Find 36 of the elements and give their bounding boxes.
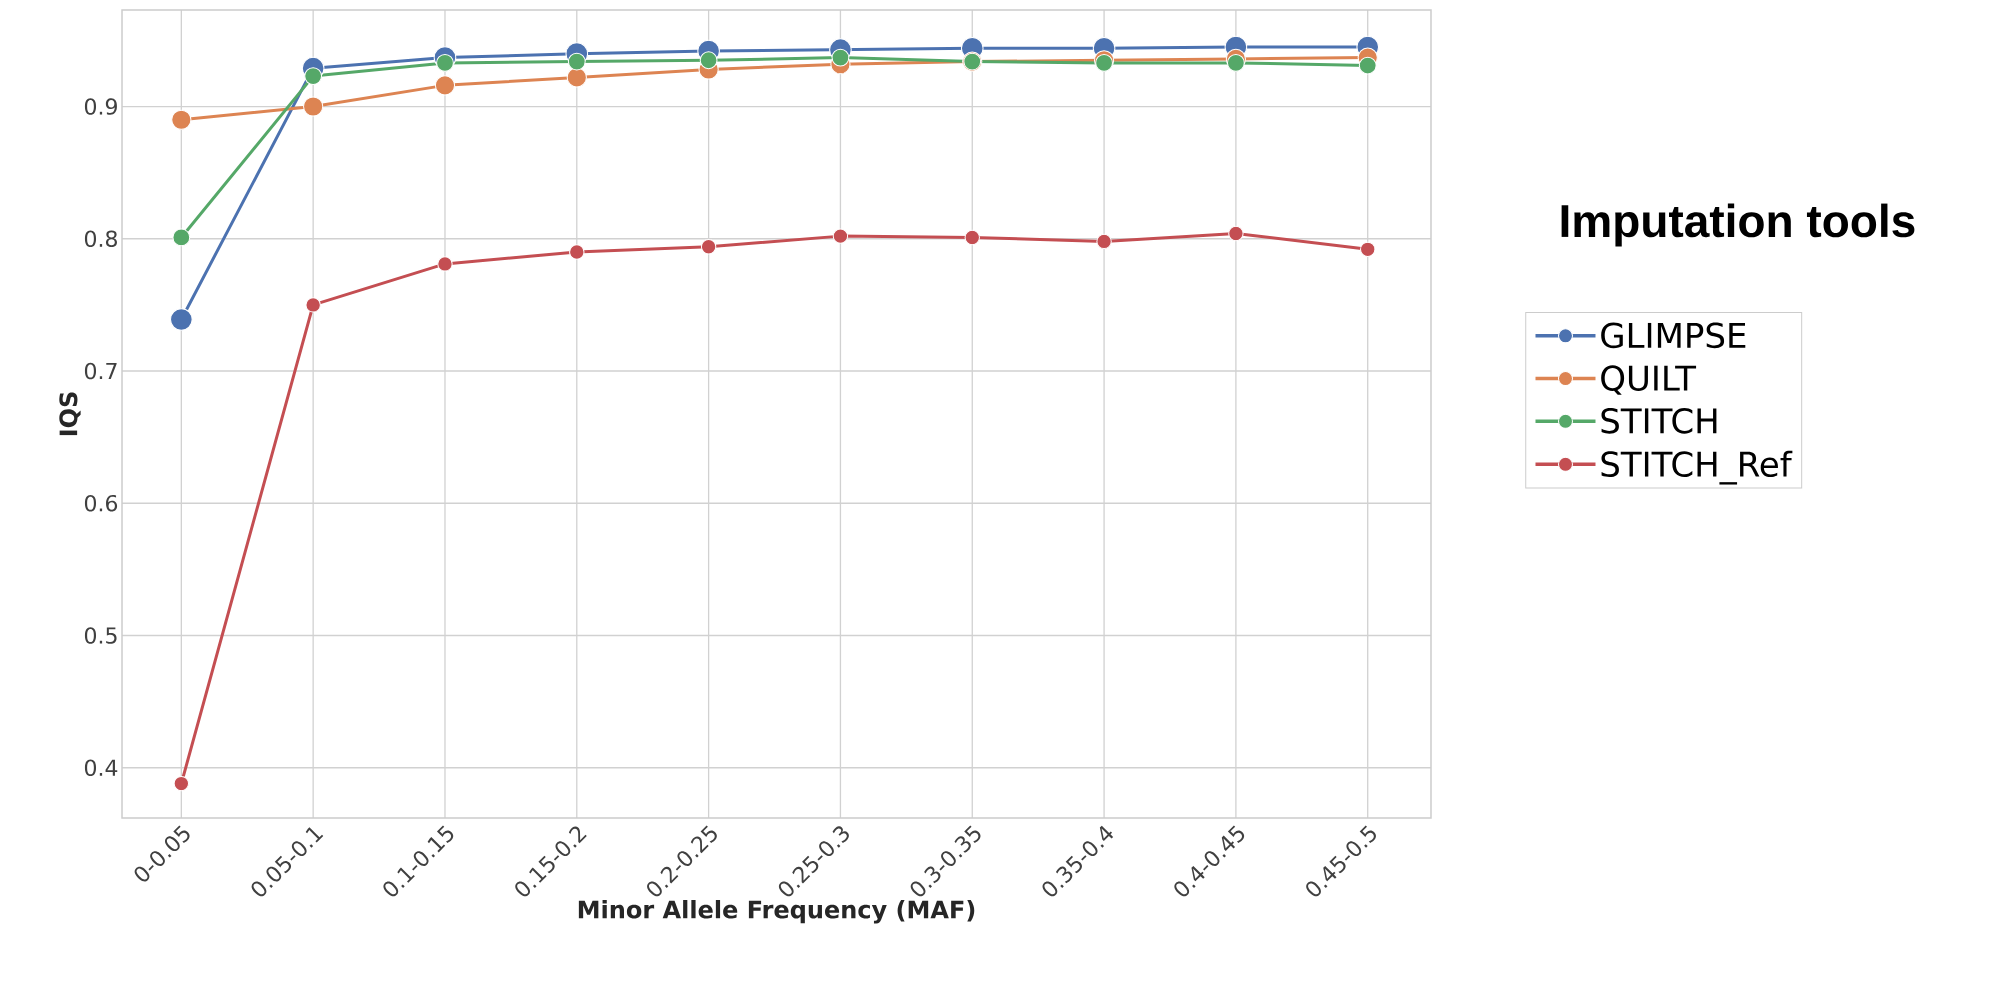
- point: [699, 51, 718, 70]
- y-tick-label: 0.7: [84, 362, 117, 380]
- point: [567, 52, 586, 71]
- y-tick-label: 0.5: [84, 627, 117, 644]
- point: [1227, 53, 1245, 72]
- point: [1358, 56, 1377, 75]
- point: [1360, 241, 1376, 258]
- x-axis-title: Minor Allele Frequency (MAF): [578, 900, 975, 924]
- point: [304, 67, 323, 86]
- point: [170, 308, 193, 331]
- y-tick-label: 0.8: [84, 230, 117, 248]
- legend-label: QUILT: [1601, 365, 1697, 395]
- point: [700, 239, 717, 255]
- point: [171, 109, 192, 130]
- point: [173, 775, 190, 792]
- point: [832, 228, 849, 244]
- point: [303, 96, 324, 117]
- y-tick-label: 0.4: [84, 759, 118, 777]
- point: [172, 228, 191, 247]
- point: [831, 48, 850, 67]
- point: [566, 67, 587, 88]
- point: [436, 53, 454, 72]
- legend-label: STITCH_Ref: [1601, 450, 1793, 485]
- y-tick-label: 0.9: [84, 98, 117, 115]
- point: [1228, 225, 1244, 242]
- legend-label: GLIMPSE: [1601, 322, 1746, 349]
- point: [305, 297, 321, 313]
- point: [437, 256, 453, 272]
- y-axis-title: IQS: [59, 392, 81, 436]
- legend-title: Imputation tools: [1561, 203, 1915, 247]
- point: [434, 75, 456, 96]
- point: [569, 244, 585, 260]
- y-tick-label: 0.6: [84, 494, 118, 512]
- point: [1096, 233, 1112, 250]
- point: [964, 229, 980, 246]
- legend-label: STITCH: [1601, 407, 1717, 434]
